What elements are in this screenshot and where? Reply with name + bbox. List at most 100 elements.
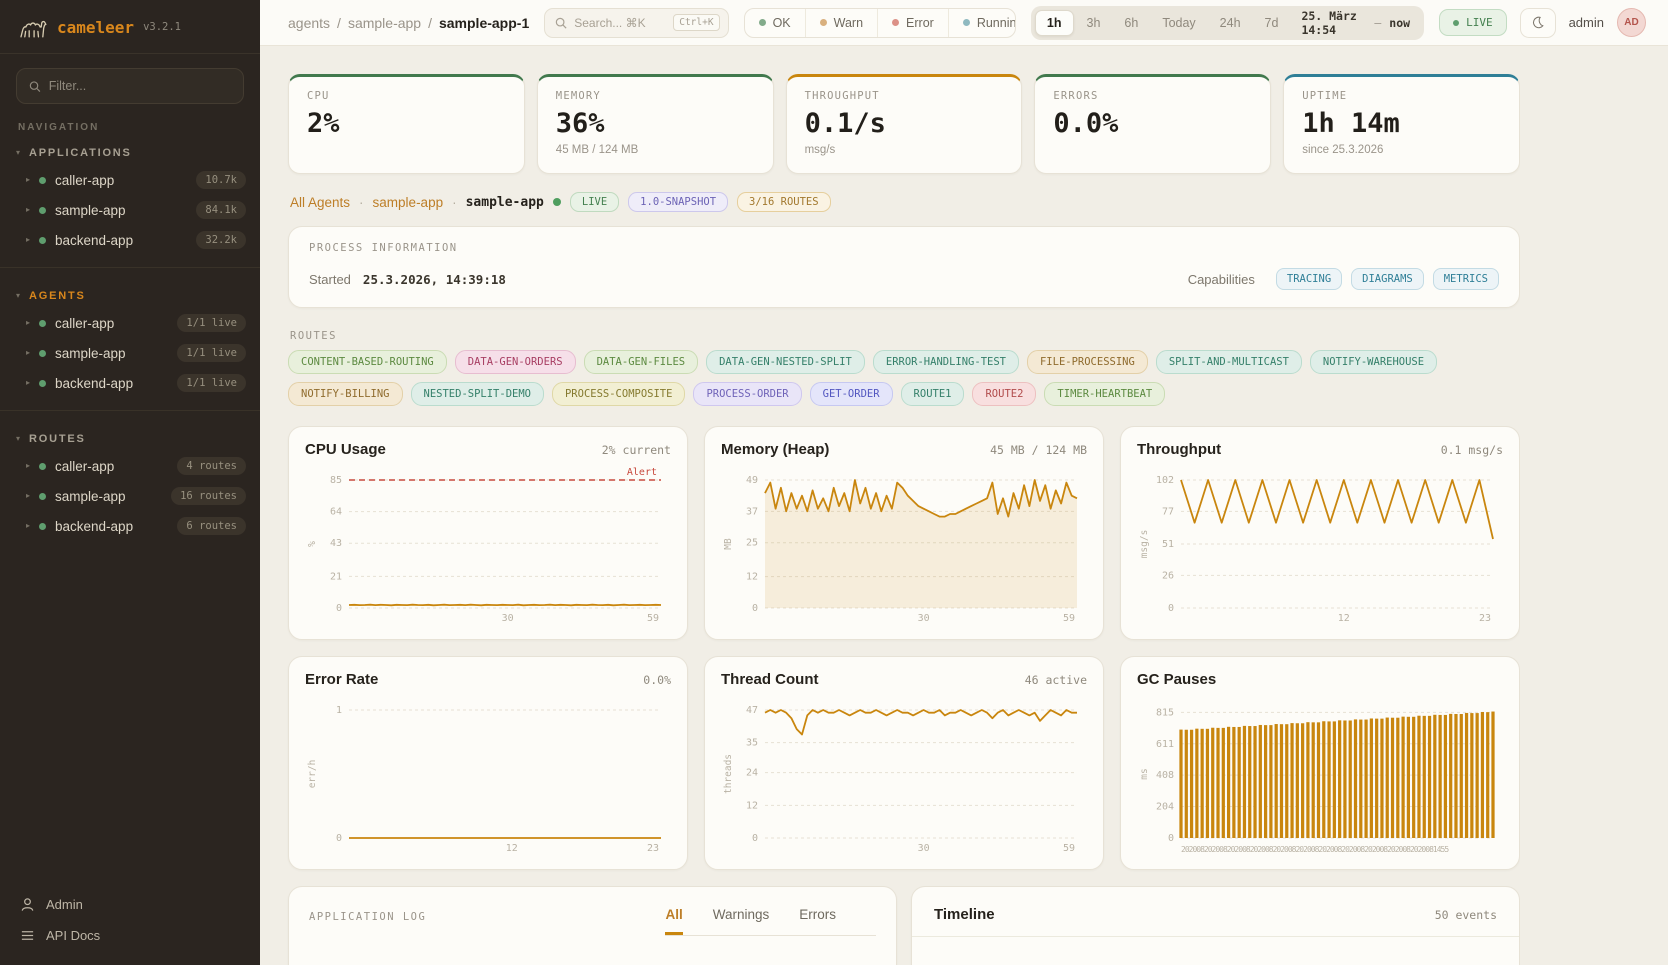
chart-card-gc-pauses: GC Pauses 8156114082040ms202008202008202… <box>1120 656 1520 870</box>
live-dot-icon <box>1453 20 1459 26</box>
range-button-today[interactable]: Today <box>1151 11 1206 35</box>
search-input[interactable] <box>574 16 666 30</box>
tab-errors[interactable]: Errors <box>799 907 836 935</box>
capability-badge-diagrams: DIAGRAMS <box>1351 268 1424 290</box>
sidebar-item-app-caller-app[interactable]: ▸ caller-app 10.7k <box>0 165 260 195</box>
warn-dot-icon <box>820 19 827 26</box>
route-chip[interactable]: NESTED-SPLIT-DEMO <box>411 382 544 406</box>
svg-text:59: 59 <box>647 613 659 624</box>
svg-text:49: 49 <box>746 475 758 486</box>
route-chip[interactable]: SPLIT-AND-MULTICAST <box>1156 350 1302 374</box>
sidebar-item-agent-backend-app[interactable]: ▸ backend-app 1/1 live <box>0 368 260 398</box>
live-badge: 1/1 live <box>177 314 246 332</box>
version-badge: 1.0-SNAPSHOT <box>628 192 728 212</box>
filter-running-button[interactable]: Running <box>948 9 1016 37</box>
current-agent: sample-app <box>466 195 544 210</box>
sidebar: cameleer v3.2.1 NAVIGATION ▾ APPLICATION… <box>0 0 260 965</box>
route-chip[interactable]: FILE-PROCESSING <box>1027 350 1148 374</box>
chart-card-throughput: Throughput 0.1 msg/s 1027751260msg/s1223 <box>1120 426 1520 640</box>
route-chip[interactable]: TIMER-HEARTBEAT <box>1044 382 1165 406</box>
route-chip[interactable]: DATA-GEN-FILES <box>584 350 699 374</box>
sidebar-item-routes-backend-app[interactable]: ▸ backend-app 6 routes <box>0 511 260 541</box>
section-applications[interactable]: ▾ APPLICATIONS <box>0 137 260 165</box>
date-range[interactable]: 25. März 14:54 — now <box>1301 9 1410 37</box>
route-chip[interactable]: DATA-GEN-ORDERS <box>455 350 576 374</box>
svg-text:12: 12 <box>746 572 758 583</box>
svg-text:51: 51 <box>1162 539 1174 550</box>
sidebar-item-app-sample-app[interactable]: ▸ sample-app 84.1k <box>0 195 260 225</box>
svg-text:0: 0 <box>1168 833 1174 844</box>
capability-badge-metrics: METRICS <box>1433 268 1499 290</box>
route-chip[interactable]: PROCESS-COMPOSITE <box>552 382 685 406</box>
route-chip[interactable]: CONTENT-BASED-ROUTING <box>288 350 447 374</box>
sidebar-item-routes-sample-app[interactable]: ▸ sample-app 16 routes <box>0 481 260 511</box>
svg-text:0: 0 <box>752 603 758 614</box>
chart-current-value: 45 MB / 124 MB <box>990 443 1087 457</box>
status-dot <box>39 523 46 530</box>
section-routes[interactable]: ▾ ROUTES <box>0 423 260 451</box>
filter-error-button[interactable]: Error <box>877 9 948 37</box>
route-chip[interactable]: ROUTE1 <box>901 382 965 406</box>
svg-text:12: 12 <box>506 843 518 854</box>
routes-label: ROUTES <box>290 330 1520 342</box>
search-box[interactable]: Ctrl+K <box>544 8 728 38</box>
filter-ok-button[interactable]: OK <box>745 9 805 37</box>
svg-text:611: 611 <box>1156 739 1174 750</box>
sidebar-item-app-backend-app[interactable]: ▸ backend-app 32.2k <box>0 225 260 255</box>
chevron-right-icon: ▸ <box>26 176 30 184</box>
svg-text:30: 30 <box>918 843 930 854</box>
sidebar-item-admin[interactable]: Admin <box>0 889 260 920</box>
avatar[interactable]: AD <box>1617 8 1646 37</box>
tab-all[interactable]: All <box>665 907 682 935</box>
svg-text:202008202008202008202008202008: 2020082020082020082020082020082020082020… <box>1181 845 1449 854</box>
gc-pauses-chart: 8156114082040ms2020082020082020082020082… <box>1137 694 1503 854</box>
svg-text:24: 24 <box>746 768 758 779</box>
section-agents[interactable]: ▾ AGENTS <box>0 280 260 308</box>
range-button-6h[interactable]: 6h <box>1113 11 1149 35</box>
sidebar-item-api-docs[interactable]: API Docs <box>0 920 260 951</box>
chart-current-value: 0.1 msg/s <box>1441 443 1503 457</box>
link-all-agents[interactable]: All Agents <box>290 195 350 210</box>
tab-warnings[interactable]: Warnings <box>713 907 770 935</box>
link-sample-app[interactable]: sample-app <box>373 195 444 210</box>
route-chip[interactable]: NOTIFY-BILLING <box>288 382 403 406</box>
metric-card-uptime: UPTIME 1h 14m since 25.3.2026 <box>1283 74 1520 174</box>
range-button-1h[interactable]: 1h <box>1035 10 1074 36</box>
live-toggle[interactable]: LIVE <box>1439 9 1507 36</box>
range-button-7d[interactable]: 7d <box>1254 11 1290 35</box>
breadcrumb-agents[interactable]: agents <box>288 15 330 31</box>
chevron-right-icon: ▸ <box>26 522 30 530</box>
app-version: v3.2.1 <box>143 21 181 33</box>
chart-card-cpu-usage: CPU Usage 2% current 856443210%3059Alert <box>288 426 688 640</box>
chart-title: GC Pauses <box>1137 671 1216 688</box>
route-chip[interactable]: ERROR-HANDLING-TEST <box>873 350 1019 374</box>
route-chip[interactable]: DATA-GEN-NESTED-SPLIT <box>706 350 865 374</box>
breadcrumb-sample-app[interactable]: sample-app <box>348 15 421 31</box>
svg-text:85: 85 <box>330 475 342 486</box>
route-chip[interactable]: GET-ORDER <box>810 382 893 406</box>
svg-text:102: 102 <box>1156 475 1174 486</box>
chart-title: Throughput <box>1137 441 1221 458</box>
route-chip[interactable]: PROCESS-ORDER <box>693 382 801 406</box>
timeline-card: Timeline 50 events <box>911 886 1520 965</box>
metric-card-cpu: CPU 2% <box>288 74 525 174</box>
svg-text:64: 64 <box>330 507 342 518</box>
sidebar-item-routes-caller-app[interactable]: ▸ caller-app 4 routes <box>0 451 260 481</box>
route-chip[interactable]: ROUTE2 <box>972 382 1036 406</box>
filter-warn-button[interactable]: Warn <box>805 9 877 37</box>
svg-text:0: 0 <box>336 833 342 844</box>
filter-input[interactable] <box>49 79 231 93</box>
navigation-label: NAVIGATION <box>18 122 242 133</box>
range-button-24h[interactable]: 24h <box>1209 11 1252 35</box>
svg-text:35: 35 <box>746 738 758 749</box>
chevron-down-icon: ▾ <box>16 149 20 157</box>
svg-text:21: 21 <box>330 571 342 582</box>
range-button-3h[interactable]: 3h <box>1076 11 1112 35</box>
sidebar-item-agent-caller-app[interactable]: ▸ caller-app 1/1 live <box>0 308 260 338</box>
route-chip[interactable]: NOTIFY-WAREHOUSE <box>1310 350 1437 374</box>
svg-text:815: 815 <box>1156 707 1174 718</box>
dark-mode-toggle[interactable] <box>1520 8 1556 38</box>
svg-text:threads: threads <box>723 754 734 794</box>
sidebar-item-agent-sample-app[interactable]: ▸ sample-app 1/1 live <box>0 338 260 368</box>
sidebar-filter[interactable] <box>16 68 244 104</box>
